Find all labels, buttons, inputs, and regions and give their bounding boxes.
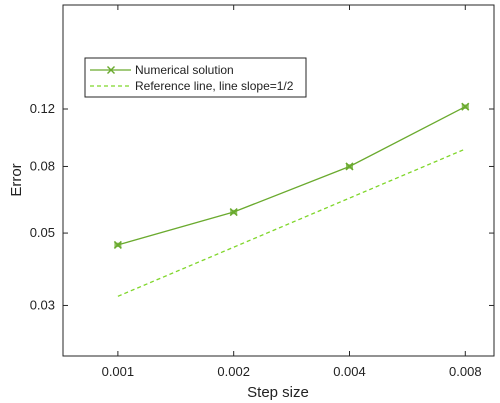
y-tick-label: 0.12 [30, 101, 55, 116]
x-tick-label: 0.008 [449, 364, 482, 379]
legend-marker-numerical-solution [107, 66, 115, 74]
y-axis-label: Error [8, 163, 25, 196]
data-point [345, 162, 354, 171]
y-tick-label: 0.03 [30, 297, 55, 312]
series-line-numerical-solution [117, 106, 466, 246]
legend-box [84, 57, 307, 98]
x-tick-label: 0.002 [217, 364, 250, 379]
x-tick-label: 0.004 [333, 364, 366, 379]
plot-frame [62, 4, 495, 357]
data-point [229, 207, 238, 217]
x-axis-label: Step size [247, 384, 309, 401]
y-tick-label: 0.08 [30, 158, 55, 173]
data-point [461, 102, 470, 111]
legend-label-numerical-solution: Numerical solution [135, 63, 234, 77]
x-tick-label: 0.001 [102, 364, 135, 379]
y-tick-label: 0.05 [30, 225, 55, 240]
legend-label-reference: Reference line, line slope=1/2 [135, 79, 294, 93]
series-line-reference [117, 148, 466, 297]
legend: Numerical solution Reference line, line … [84, 57, 307, 98]
data-point [113, 240, 122, 249]
plot-area [113, 102, 470, 297]
y-axis: 0.03 0.05 0.08 0.12 [30, 101, 494, 312]
x-axis: 0.001 0.002 0.004 0.008 [102, 5, 482, 379]
